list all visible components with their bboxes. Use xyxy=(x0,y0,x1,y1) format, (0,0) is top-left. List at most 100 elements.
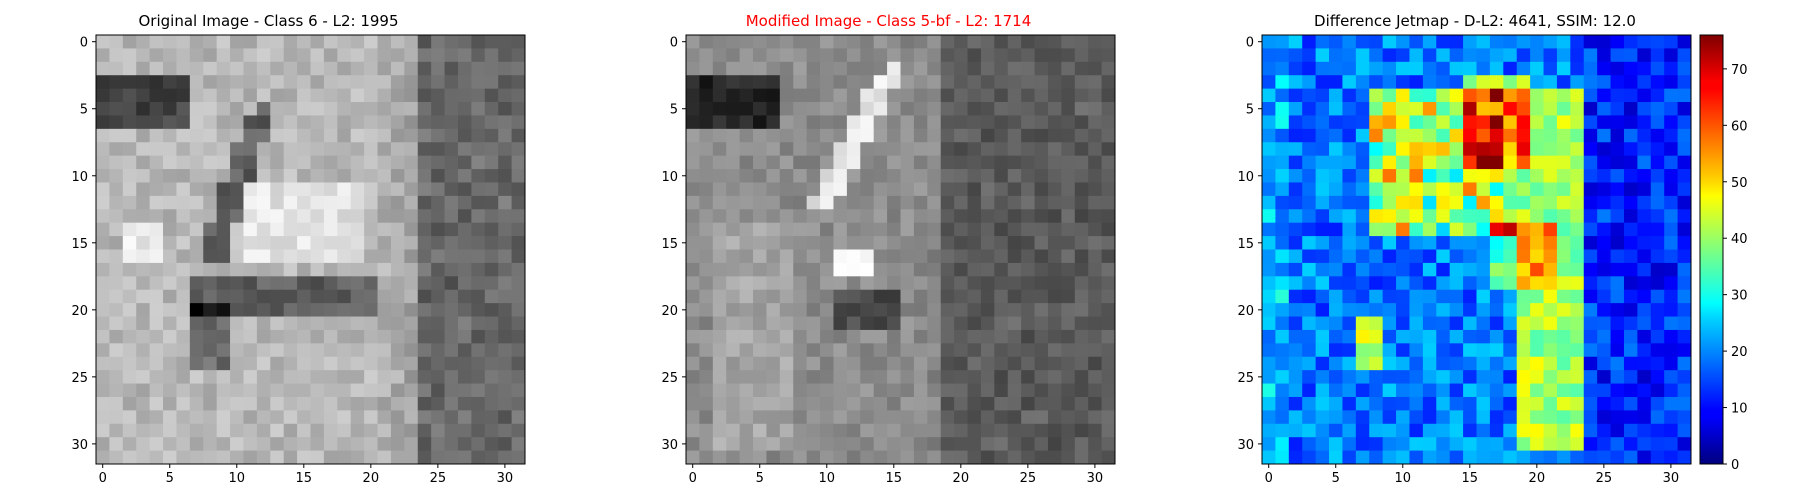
pixel-cell xyxy=(712,316,727,331)
pixel-cell xyxy=(1288,195,1303,210)
pixel-cell xyxy=(323,437,338,451)
pixel-cell xyxy=(1570,410,1585,425)
pixel-cell xyxy=(900,169,915,183)
pixel-cell xyxy=(149,142,164,157)
pixel-cell xyxy=(846,289,861,304)
pixel-cell xyxy=(1034,35,1049,49)
pixel-cell xyxy=(833,75,848,90)
pixel-cell xyxy=(417,329,432,344)
pixel-cell xyxy=(1422,329,1437,344)
pixel-cell xyxy=(350,316,365,331)
pixel-cell xyxy=(216,155,231,170)
pixel-cell xyxy=(1583,48,1598,63)
pixel-cell xyxy=(1382,370,1397,384)
pixel-cell xyxy=(431,61,445,76)
pixel-cell xyxy=(1288,303,1303,317)
pixel-cell xyxy=(256,236,271,250)
pixel-cell xyxy=(873,48,888,63)
pixel-cell xyxy=(1610,88,1625,103)
pixel-cell xyxy=(1396,102,1410,116)
pixel-cell xyxy=(404,383,419,398)
pixel-cell xyxy=(230,61,244,76)
pixel-cell xyxy=(940,303,955,317)
pixel-cell xyxy=(1342,423,1357,438)
pixel-cell xyxy=(283,450,298,465)
pixel-cell xyxy=(1007,450,1022,465)
pixel-cell xyxy=(1489,343,1504,358)
y-tick-label: 30 xyxy=(1237,438,1254,453)
pixel-cell xyxy=(1074,289,1089,304)
pixel-cell xyxy=(1101,209,1116,224)
pixel-cell xyxy=(766,370,781,384)
pixel-cell xyxy=(1288,75,1303,90)
pixel-cell xyxy=(109,48,124,63)
pixel-cell xyxy=(417,169,432,183)
pixel-cell xyxy=(243,410,258,425)
pixel-cell xyxy=(1516,209,1531,224)
pixel-cell xyxy=(243,383,258,398)
pixel-cell xyxy=(753,370,767,384)
pixel-cell xyxy=(1664,423,1678,438)
pixel-cell xyxy=(806,169,821,183)
pixel-cell xyxy=(1556,396,1571,411)
pixel-cell xyxy=(1275,276,1290,291)
pixel-cell xyxy=(1422,35,1437,49)
pixel-cell xyxy=(806,343,821,358)
pixel-cell xyxy=(753,48,767,63)
pixel-cell xyxy=(887,450,901,465)
pixel-cell xyxy=(1476,450,1491,465)
pixel-cell xyxy=(337,182,352,197)
pixel-cell xyxy=(1262,195,1276,210)
pixel-cell xyxy=(1436,182,1451,197)
pixel-cell xyxy=(873,303,888,317)
pixel-cell xyxy=(270,383,285,398)
pixel-cell xyxy=(203,289,218,304)
pixel-cell xyxy=(1623,209,1638,224)
pixel-cell xyxy=(337,249,352,264)
pixel-cell xyxy=(1436,142,1451,157)
pixel-cell xyxy=(1597,88,1611,103)
pixel-cell xyxy=(189,102,204,116)
pixel-cell xyxy=(1570,316,1585,331)
pixel-cell xyxy=(1422,410,1437,425)
pixel-cell xyxy=(846,236,861,250)
pixel-cell xyxy=(1262,182,1276,197)
pixel-cell xyxy=(686,222,700,237)
pixel-cell xyxy=(243,303,258,317)
pixel-cell xyxy=(753,410,767,425)
pixel-cell xyxy=(753,383,767,398)
pixel-cell xyxy=(323,410,338,425)
pixel-cell xyxy=(1288,370,1303,384)
pixel-cell xyxy=(203,115,218,130)
x-tick-label: 25 xyxy=(1020,471,1037,486)
pixel-cell xyxy=(873,343,888,358)
pixel-cell xyxy=(256,142,271,157)
pixel-cell xyxy=(753,262,767,277)
pixel-cell xyxy=(1355,329,1370,344)
pixel-cell xyxy=(1677,370,1692,384)
pixel-cell xyxy=(1623,102,1638,116)
pixel-cell xyxy=(1623,195,1638,210)
pixel-cell xyxy=(136,289,151,304)
pixel-cell xyxy=(1650,343,1665,358)
pixel-cell xyxy=(1543,195,1558,210)
pixel-cell xyxy=(712,262,727,277)
pixel-cell xyxy=(498,303,512,317)
pixel-cell xyxy=(270,249,285,264)
pixel-cell xyxy=(1503,450,1518,465)
pixel-cell xyxy=(1597,343,1611,358)
pixel-cell xyxy=(1610,316,1625,331)
pixel-cell xyxy=(1503,262,1518,277)
pixel-cell xyxy=(887,316,901,331)
pixel-cell xyxy=(1503,410,1518,425)
pixel-cell xyxy=(404,75,419,90)
pixel-cell xyxy=(1355,370,1370,384)
pixel-cell xyxy=(1650,35,1665,49)
pixel-cell xyxy=(1074,410,1089,425)
pixel-cell xyxy=(699,222,714,237)
pixel-cell xyxy=(297,169,311,183)
pixel-cell xyxy=(1463,316,1477,331)
pixel-cell xyxy=(994,423,1009,438)
pixel-cell xyxy=(484,396,499,411)
